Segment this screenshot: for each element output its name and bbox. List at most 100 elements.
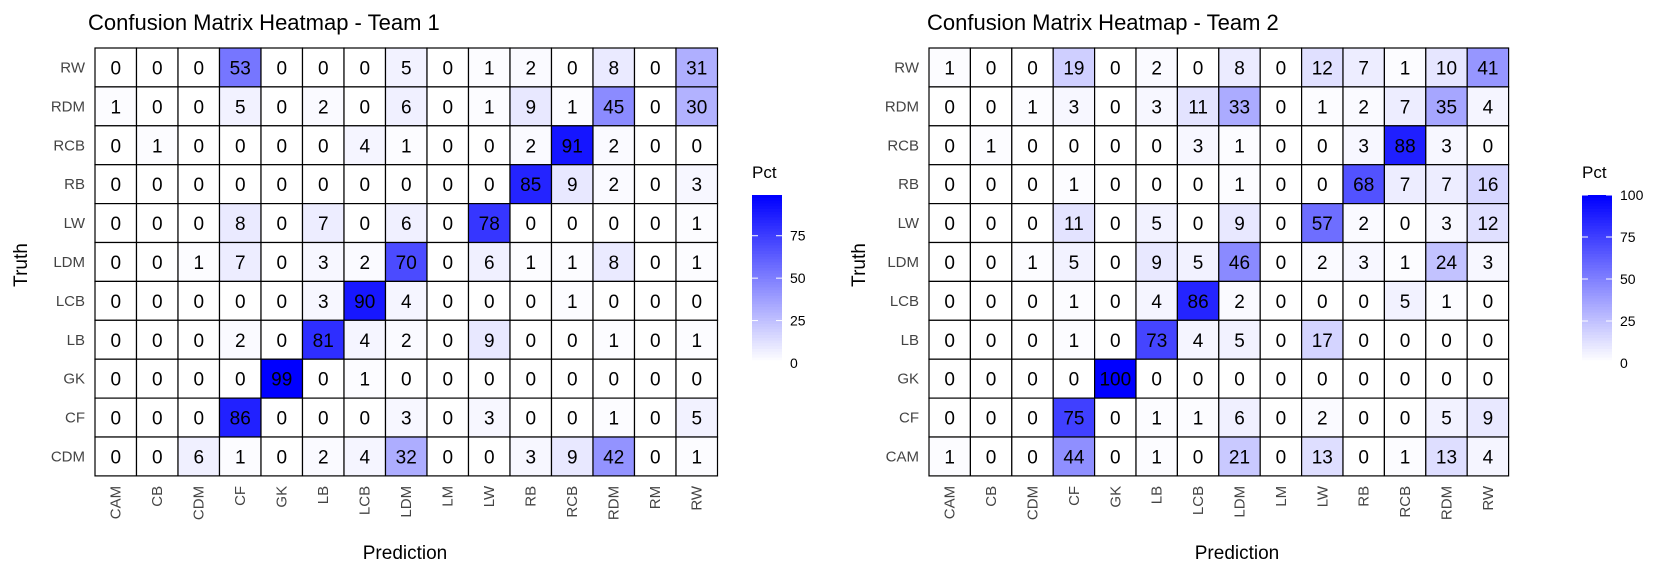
heatmap-cell (1425, 319, 1468, 360)
cell-value-label: 68 (1353, 175, 1374, 196)
cell-value-label: 0 (318, 58, 329, 79)
legend-gradient-segment (1582, 290, 1612, 294)
legend-gradient-segment (752, 315, 782, 319)
cell-value-label: 3 (525, 447, 536, 468)
cell-value-label: 1 (1400, 58, 1411, 79)
cell-value-label: 1 (1151, 447, 1162, 468)
y-tick-label: GK (63, 371, 85, 388)
heatmap-cell (218, 86, 262, 127)
heatmap-cell (384, 164, 428, 205)
cell-value-label: 30 (686, 97, 707, 118)
cell-value-label: 5 (691, 409, 702, 430)
heatmap-cell (592, 397, 636, 438)
legend-gradient-segment (752, 312, 782, 316)
legend-gradient-segment (1582, 329, 1612, 333)
cell-value-label: 0 (944, 175, 955, 196)
cell-value-label: 0 (986, 447, 997, 468)
cell-value-label: 0 (235, 292, 246, 313)
cell-value-label: 0 (1358, 292, 1369, 313)
heatmap-cell (928, 86, 972, 127)
heatmap-cell (550, 241, 594, 283)
cell-value-label: 0 (442, 409, 453, 430)
y-tick-label: CF (65, 410, 85, 427)
legend-gradient-segment (752, 245, 782, 249)
legend-gradient-segment (1582, 326, 1612, 330)
cell-value-label: 10 (1436, 58, 1457, 79)
legend-gradient-segment (752, 304, 782, 308)
legend-gradient-segment (752, 237, 782, 241)
cell-value-label: 3 (1441, 214, 1452, 235)
x-tick-label: RCB (564, 486, 581, 518)
cell-value-label: 1 (152, 136, 163, 157)
heatmap-cell (509, 319, 553, 360)
y-tick-label: GK (897, 371, 919, 388)
team2-x-axis-label: Prediction (1195, 543, 1280, 564)
heatmap-cell (633, 280, 677, 321)
heatmap-cell (301, 47, 345, 88)
legend-gradient-segment (752, 267, 782, 272)
cell-value-label: 2 (318, 97, 329, 118)
cell-value-label: 0 (525, 331, 536, 352)
cell-value-label: 0 (608, 370, 619, 391)
legend-gradient-segment (1582, 335, 1612, 339)
cell-value-label: 3 (1358, 253, 1369, 274)
legend-gradient-segment (1582, 301, 1612, 305)
team2-chart-title: Confusion Matrix Heatmap - Team 2 (927, 10, 1279, 35)
cell-value-label: 2 (525, 136, 536, 157)
cell-value-label: 3 (1358, 136, 1369, 157)
heatmap-cell (550, 203, 594, 244)
heatmap-cell (135, 241, 179, 283)
cell-value-label: 91 (562, 136, 583, 157)
cell-value-label: 0 (1027, 58, 1038, 79)
heatmap-cell (675, 203, 719, 244)
x-tick-label: RW (1480, 485, 1497, 511)
cell-value-label: 0 (318, 136, 329, 157)
heatmap-cell (1093, 319, 1137, 360)
cell-value-label: 0 (1276, 136, 1287, 157)
legend-gradient-segment (1582, 197, 1612, 202)
team2-y-axis-label: Truth (849, 243, 870, 287)
x-tick-label: GK (274, 486, 291, 508)
legend-tick-label: 75 (1620, 229, 1636, 245)
heatmap-cell (633, 86, 677, 127)
cell-value-label: 0 (567, 370, 578, 391)
heatmap-cell (1011, 47, 1054, 88)
heatmap-cell (467, 319, 511, 360)
cell-value-label: 0 (1483, 370, 1494, 391)
x-tick-label: CDM (1025, 486, 1042, 520)
heatmap-cell (218, 203, 262, 244)
cell-value-label: 0 (1358, 447, 1369, 468)
legend-gradient-segment (752, 211, 782, 216)
x-tick-label: LB (1149, 486, 1166, 504)
cell-value-label: 2 (1234, 292, 1245, 313)
cell-value-label: 7 (1400, 175, 1411, 196)
heatmap-cell (928, 280, 972, 321)
y-tick-label: RCB (887, 137, 919, 154)
heatmap-cell (592, 436, 636, 477)
cell-value-label: 0 (986, 409, 997, 430)
cell-value-label: 0 (1027, 409, 1038, 430)
cell-value-label: 0 (1276, 253, 1287, 274)
y-tick-label: RCB (53, 137, 85, 154)
heatmap-cell (426, 203, 470, 244)
heatmap-cell (1176, 47, 1220, 88)
heatmap-cell (384, 203, 428, 244)
cell-value-label: 0 (650, 253, 661, 274)
cell-value-label: 13 (1312, 447, 1333, 468)
cell-value-label: 0 (318, 175, 329, 196)
cell-value-label: 4 (1151, 292, 1162, 313)
heatmap-cell (177, 358, 221, 399)
legend-gradient-segment (752, 200, 782, 204)
heatmap-cell (1466, 436, 1510, 477)
cell-value-label: 1 (1069, 175, 1080, 196)
cell-value-label: 100 (1099, 370, 1131, 391)
heatmap-cell (177, 164, 221, 205)
legend-gradient-segment (752, 279, 782, 283)
heatmap-cell (633, 47, 677, 88)
legend-gradient-segment (752, 259, 782, 263)
cell-value-label: 7 (1400, 97, 1411, 118)
cell-value-label: 2 (1317, 409, 1328, 430)
cell-value-label: 0 (276, 331, 287, 352)
heatmap-cell (301, 241, 345, 283)
cell-value-label: 0 (193, 175, 204, 196)
